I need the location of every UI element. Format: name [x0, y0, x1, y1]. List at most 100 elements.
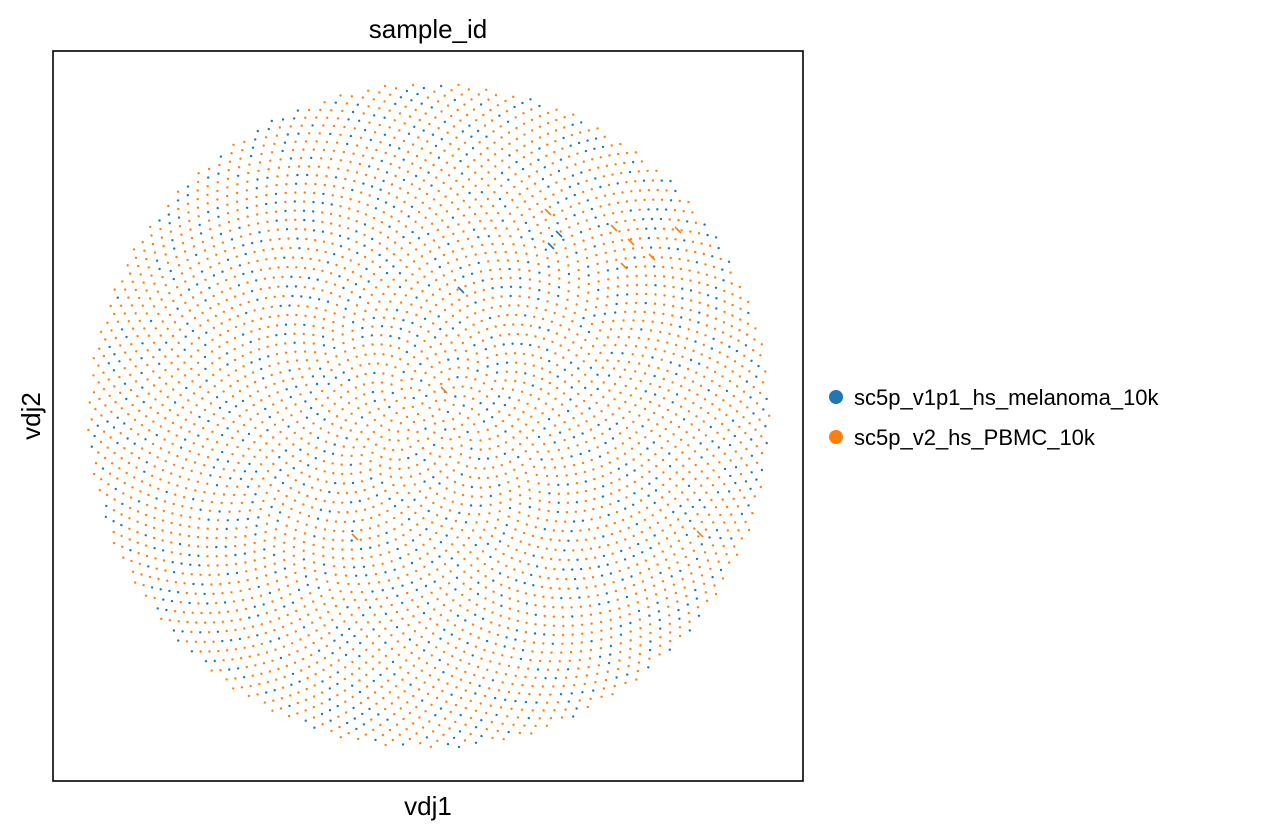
- cluster-edge: [696, 530, 704, 538]
- point-melanoma: [372, 628, 375, 631]
- point-melanoma: [764, 425, 767, 428]
- point-melanoma: [599, 185, 602, 189]
- point-pbmc: [416, 463, 419, 467]
- point-pbmc: [440, 371, 443, 374]
- point-pbmc: [285, 183, 288, 186]
- point-pbmc: [658, 246, 662, 249]
- cluster-edge: [610, 224, 618, 232]
- point-pbmc: [329, 222, 333, 225]
- point-pbmc: [507, 131, 511, 134]
- point-pbmc: [414, 511, 417, 515]
- point-pbmc: [226, 610, 230, 613]
- point-pbmc: [378, 91, 381, 94]
- point-pbmc: [389, 475, 393, 478]
- point-pbmc: [184, 418, 188, 421]
- point-pbmc: [164, 284, 167, 287]
- point-pbmc: [307, 165, 311, 168]
- point-pbmc: [460, 444, 463, 447]
- point-melanoma: [162, 598, 165, 601]
- point-melanoma: [651, 356, 654, 359]
- point-pbmc: [521, 684, 524, 687]
- point-pbmc: [443, 497, 446, 500]
- point-melanoma: [637, 542, 640, 546]
- point-pbmc: [523, 531, 526, 535]
- point-pbmc: [492, 590, 495, 593]
- point-pbmc: [563, 438, 566, 442]
- point-melanoma: [347, 237, 350, 240]
- point-melanoma: [426, 602, 430, 605]
- point-pbmc: [683, 586, 686, 589]
- point-pbmc: [331, 462, 334, 465]
- point-pbmc: [661, 550, 664, 553]
- point-pbmc: [324, 352, 327, 355]
- point-pbmc: [703, 375, 706, 378]
- point-pbmc: [442, 253, 446, 257]
- point-melanoma: [537, 297, 540, 301]
- point-pbmc: [399, 259, 402, 262]
- point-pbmc: [442, 650, 446, 654]
- point-melanoma: [362, 723, 366, 726]
- point-pbmc: [142, 281, 145, 284]
- point-melanoma: [401, 743, 405, 746]
- point-pbmc: [572, 341, 575, 344]
- point-pbmc: [716, 361, 719, 364]
- point-melanoma: [246, 485, 250, 488]
- point-melanoma: [267, 127, 270, 131]
- point-melanoma: [196, 283, 199, 286]
- point-pbmc: [621, 191, 624, 194]
- point-pbmc: [651, 179, 655, 182]
- point-pbmc: [658, 404, 661, 407]
- point-pbmc: [555, 303, 558, 306]
- point-pbmc: [751, 511, 754, 515]
- point-melanoma: [571, 615, 574, 618]
- point-pbmc: [533, 594, 536, 597]
- point-pbmc: [668, 332, 671, 335]
- point-pbmc: [92, 391, 96, 394]
- point-pbmc: [388, 467, 392, 470]
- point-pbmc: [558, 558, 561, 561]
- point-pbmc: [337, 167, 340, 170]
- point-melanoma: [453, 98, 456, 102]
- legend-label-melanoma: sc5p_v1p1_hs_melanoma_10k: [854, 385, 1160, 410]
- point-pbmc: [235, 255, 238, 258]
- point-pbmc: [729, 459, 732, 462]
- point-pbmc: [321, 723, 324, 726]
- point-pbmc: [641, 475, 644, 479]
- point-pbmc: [539, 356, 543, 360]
- point-pbmc: [759, 354, 762, 357]
- point-melanoma: [302, 209, 306, 212]
- point-pbmc: [250, 477, 253, 481]
- point-melanoma: [565, 197, 568, 200]
- point-pbmc: [289, 593, 292, 596]
- point-pbmc: [635, 301, 638, 305]
- point-pbmc: [186, 620, 189, 624]
- point-pbmc: [660, 198, 664, 201]
- point-melanoma: [628, 170, 632, 174]
- point-pbmc: [428, 720, 431, 723]
- point-melanoma: [192, 582, 195, 586]
- point-pbmc: [325, 519, 329, 522]
- point-melanoma: [140, 371, 143, 375]
- point-pbmc: [604, 251, 607, 254]
- point-pbmc: [459, 659, 462, 662]
- point-pbmc: [387, 192, 391, 195]
- point-pbmc: [509, 276, 512, 279]
- point-pbmc: [553, 424, 557, 427]
- point-pbmc: [99, 440, 103, 444]
- point-pbmc: [628, 436, 631, 440]
- point-pbmc: [387, 579, 391, 582]
- point-melanoma: [203, 355, 207, 359]
- point-pbmc: [505, 370, 509, 373]
- point-pbmc: [423, 243, 426, 246]
- point-pbmc: [302, 426, 305, 430]
- point-pbmc: [343, 620, 346, 623]
- point-pbmc: [632, 458, 635, 461]
- point-pbmc: [674, 591, 677, 595]
- point-pbmc: [591, 576, 595, 579]
- point-pbmc: [385, 363, 388, 366]
- point-pbmc: [591, 345, 595, 348]
- point-pbmc: [215, 555, 218, 558]
- point-pbmc: [610, 144, 613, 147]
- point-melanoma: [757, 364, 760, 368]
- point-pbmc: [484, 586, 488, 589]
